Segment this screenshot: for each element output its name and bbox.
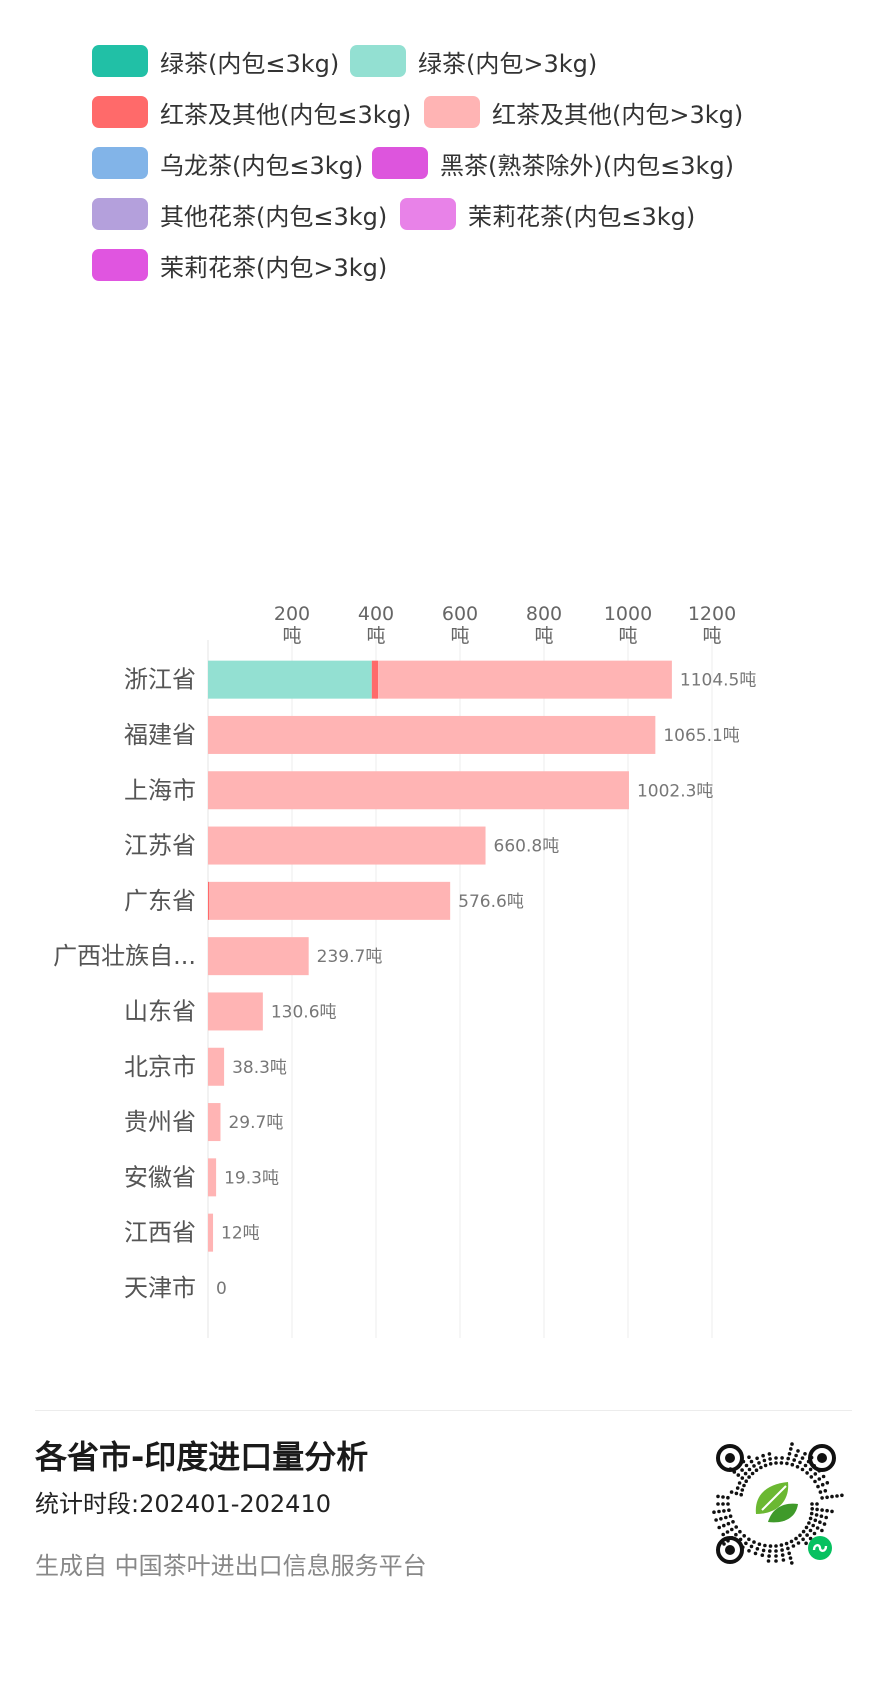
bar-segment: [208, 826, 486, 865]
legend-label: 红茶及其他(内包>3kg): [492, 100, 744, 129]
category-label: 江西省: [124, 1219, 196, 1247]
source-note: 生成自 中国茶叶进出口信息服务平台: [35, 1552, 427, 1580]
bar-total-label: 239.7吨: [317, 947, 383, 967]
legend-swatch: [350, 45, 406, 77]
legend-item[interactable]: 黑茶(熟茶除外)(内包≤3kg): [372, 146, 734, 180]
bar-segment: [208, 1213, 214, 1252]
x-tick-label: 400: [358, 603, 394, 625]
legend-swatch: [92, 96, 148, 128]
legend-item[interactable]: 茉莉花茶(内包>3kg): [92, 248, 387, 282]
legend-item[interactable]: 绿茶(内包≤3kg): [92, 44, 339, 78]
legend-label: 绿茶(内包≤3kg): [160, 49, 340, 78]
legend-label: 其他花茶(内包≤3kg): [160, 202, 388, 231]
x-tick-label: 600: [442, 603, 478, 625]
bar-total-label: 19.3吨: [224, 1168, 279, 1188]
bar-segment: [208, 715, 656, 754]
x-tick-unit: 吨: [450, 625, 469, 647]
legend-swatch: [92, 198, 148, 230]
statistics-period: 统计时段:202401-202410: [35, 1490, 331, 1518]
category-label: 福建省: [124, 721, 196, 749]
legend-label: 茉莉花茶(内包≤3kg): [468, 202, 696, 231]
bar-segment: [208, 1047, 225, 1086]
footer-divider: [35, 1410, 852, 1411]
legend-item[interactable]: 绿茶(内包>3kg): [350, 44, 597, 78]
bar-total-label: 0: [216, 1279, 227, 1299]
category-label: 山东省: [124, 997, 196, 1025]
x-tick-unit: 吨: [282, 625, 301, 647]
x-tick-label: 1200: [688, 603, 736, 625]
bar-total-label: 12吨: [221, 1224, 260, 1244]
bar-segment: [208, 881, 210, 920]
chart-title: 各省市-印度进口量分析: [35, 1438, 369, 1476]
bar-total-label: 576.6吨: [458, 892, 524, 912]
bar-segment: [208, 771, 629, 810]
bar-segment: [208, 992, 263, 1031]
category-label: 安徽省: [124, 1163, 196, 1191]
category-label: 上海市: [124, 776, 196, 804]
x-tick-label: 200: [274, 603, 310, 625]
category-label: 广东省: [124, 887, 196, 915]
legend-swatch: [92, 249, 148, 281]
category-label: 江苏省: [124, 832, 196, 860]
legend-swatch: [400, 198, 456, 230]
category-label: 浙江省: [124, 666, 196, 694]
bar-segment: [208, 660, 372, 699]
category-label: 广西壮族自...: [53, 942, 196, 970]
x-tick-unit: 吨: [618, 625, 637, 647]
x-tick-unit: 吨: [534, 625, 553, 647]
legend-item[interactable]: 红茶及其他(内包≤3kg): [92, 95, 411, 129]
bar-total-label: 660.8吨: [494, 837, 560, 857]
category-label: 北京市: [124, 1053, 196, 1081]
bar-total-label: 130.6吨: [271, 1002, 337, 1022]
mini-program-qr-code[interactable]: [704, 1432, 848, 1576]
bar-total-label: 38.3吨: [232, 1058, 287, 1078]
legend-label: 绿茶(内包>3kg): [418, 49, 598, 78]
legend-item[interactable]: 红茶及其他(内包>3kg): [424, 95, 743, 129]
legend-item[interactable]: 乌龙茶(内包≤3kg): [92, 146, 363, 180]
bar-segment: [209, 881, 451, 920]
bar-total-label: 1104.5吨: [680, 671, 756, 691]
legend-label: 红茶及其他(内包≤3kg): [160, 100, 412, 129]
legend-swatch: [372, 147, 428, 179]
legend-label: 黑茶(熟茶除外)(内包≤3kg): [440, 151, 734, 180]
legend-swatch: [92, 147, 148, 179]
bar-segment: [208, 1103, 221, 1142]
bar-segment: [208, 1158, 217, 1197]
bar-segment: [371, 660, 379, 699]
legend-item[interactable]: 茉莉花茶(内包≤3kg): [400, 197, 695, 231]
category-label: 天津市: [124, 1274, 196, 1302]
x-tick-label: 1000: [604, 603, 652, 625]
legend-item[interactable]: 其他花茶(内包≤3kg): [92, 197, 387, 231]
legend-swatch: [92, 45, 148, 77]
mini-program-badge-icon: [808, 1536, 832, 1560]
bar-total-label: 1002.3吨: [637, 781, 713, 801]
bar-segment: [208, 937, 309, 976]
bar-segment: [378, 660, 672, 699]
legend-swatch: [424, 96, 480, 128]
legend-label: 茉莉花茶(内包>3kg): [160, 253, 388, 282]
legend-label: 乌龙茶(内包≤3kg): [160, 151, 364, 180]
tea-leaf-logo-icon: [755, 1482, 798, 1523]
category-label: 贵州省: [124, 1108, 196, 1136]
x-tick-unit: 吨: [702, 625, 721, 647]
x-tick-label: 800: [526, 603, 562, 625]
x-tick-unit: 吨: [366, 625, 385, 647]
bar-total-label: 29.7吨: [228, 1113, 283, 1133]
bar-total-label: 1065.1吨: [663, 726, 739, 746]
